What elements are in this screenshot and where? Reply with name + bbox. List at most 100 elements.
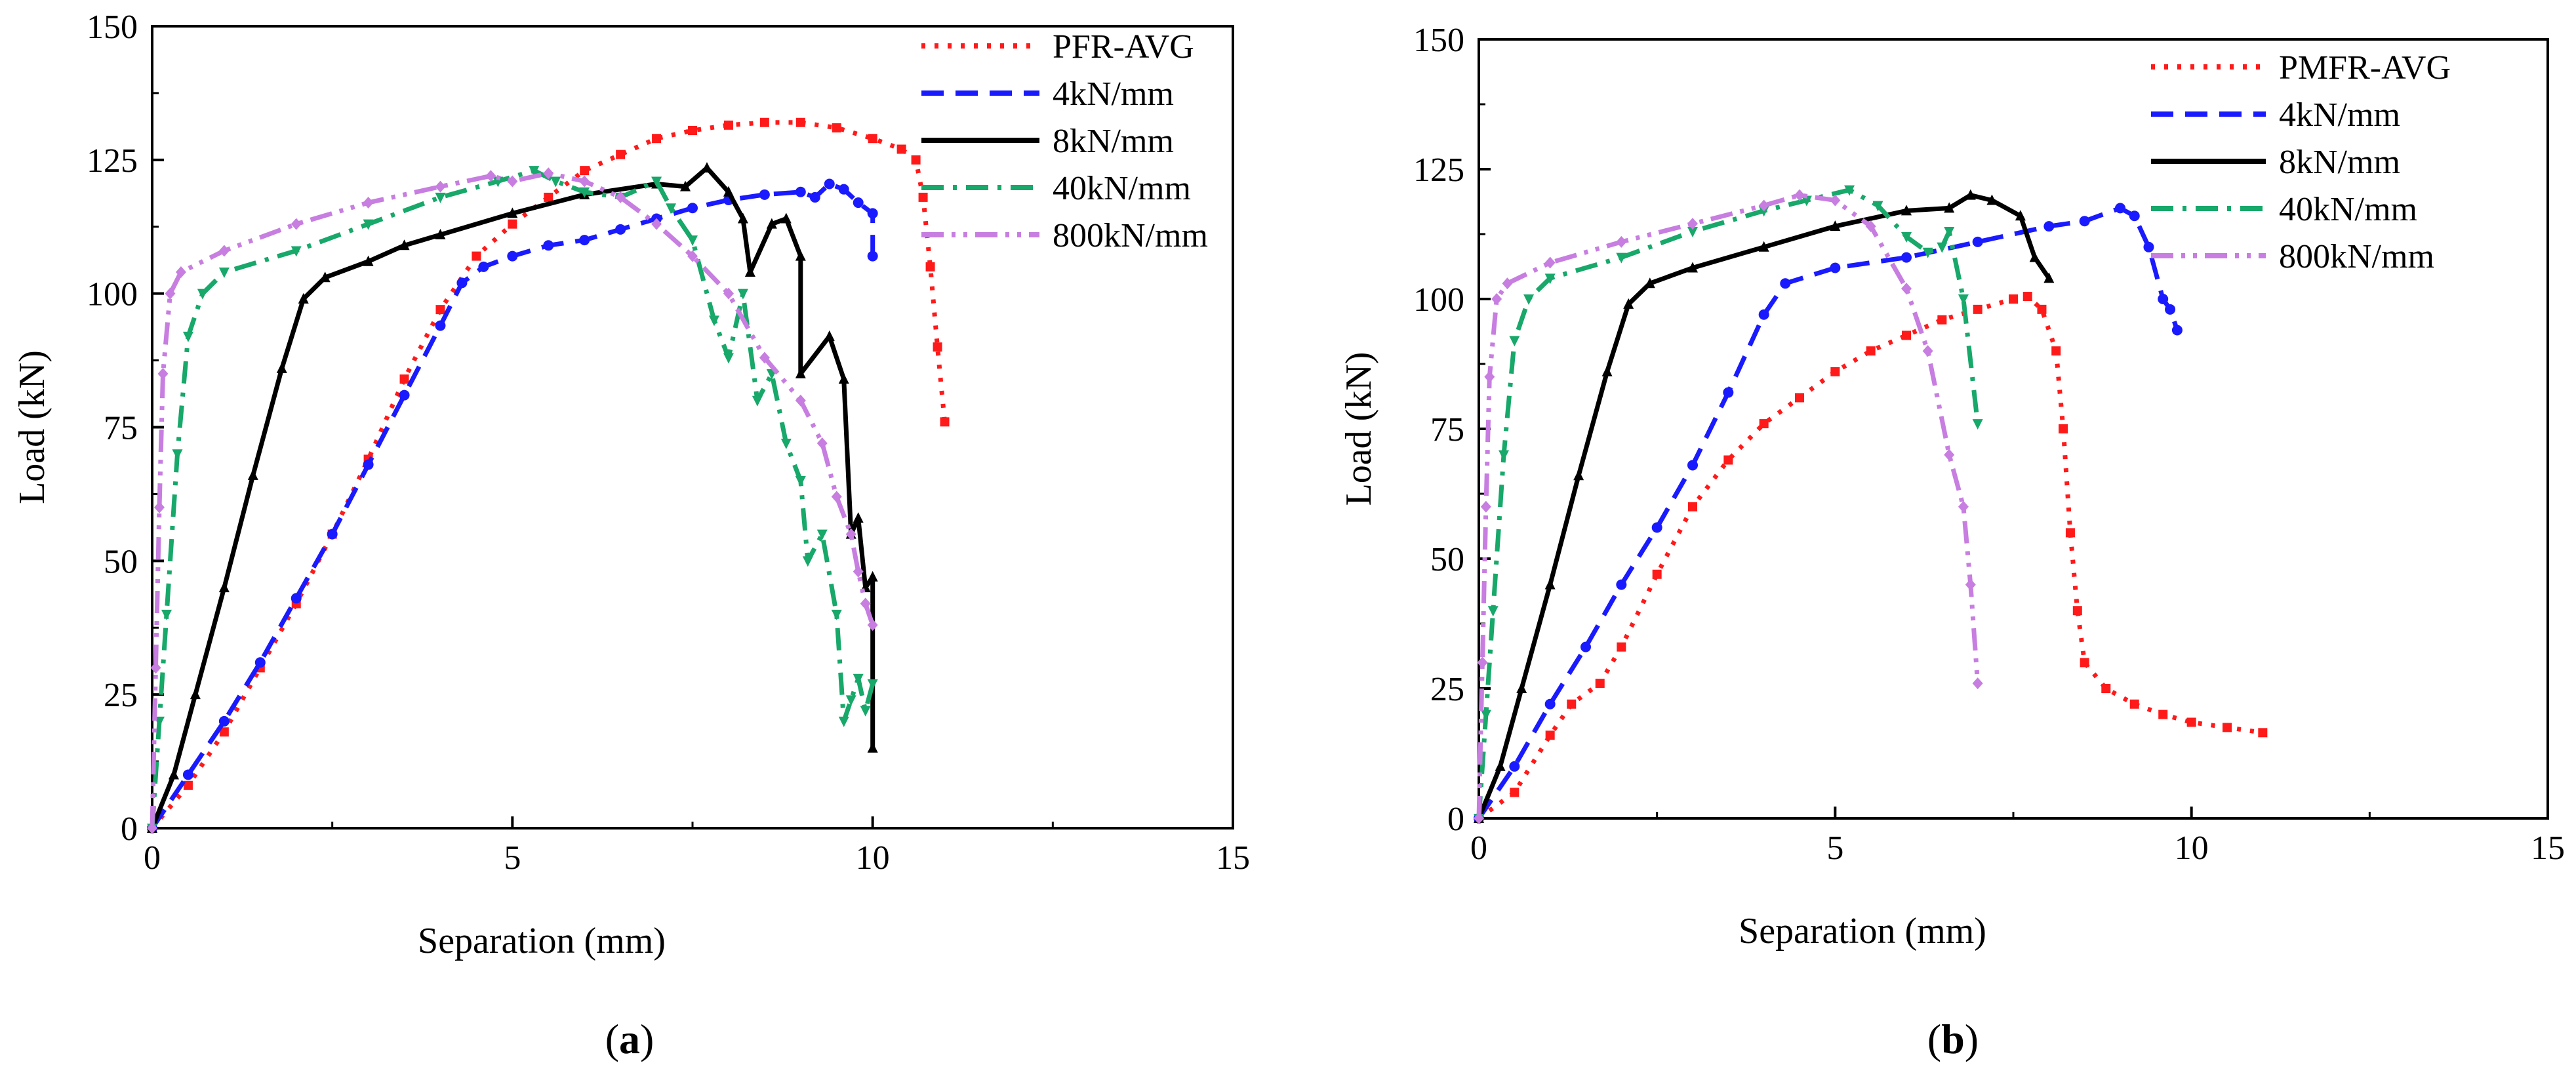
y-tick-label: 25 [104,677,138,714]
data-point-40kn-mm [737,289,748,300]
series-pmfr-avg [1474,292,2268,823]
data-point-8kn-mm [2015,210,2026,221]
data-point-40kn-mm [816,529,828,540]
data-point-pfr-avg [911,155,921,165]
data-point-800kn-mm [860,597,871,610]
legend: PFR-AVG 4kN/mm 8kN/mm 40kN/mm 800kN/mm [921,28,1208,254]
data-point-8kn-mm [838,373,849,384]
x-tick-label: 10 [856,839,890,877]
data-point-pmfr-avg [2065,528,2075,538]
series-4kn-mm [1474,203,2183,824]
y-tick-label: 100 [1413,281,1464,319]
data-point-pmfr-avg [2101,684,2111,693]
data-point-8kn-mm [737,212,748,224]
data-point-pmfr-avg [1545,730,1555,740]
legend-label: 800kN/mm [1053,217,1208,254]
data-point-4kn-mm [1723,387,1734,398]
data-point-4kn-mm [615,224,626,235]
data-point-800kn-mm [1502,277,1513,290]
data-point-4kn-mm [1758,309,1769,320]
data-point-40kn-mm [1801,195,1812,207]
x-tick-label: 15 [1216,839,1250,877]
data-point-pfr-avg [759,117,769,127]
series-40kn-mm [147,166,878,834]
data-point-800kn-mm [831,490,842,503]
data-point-40kn-mm [493,176,504,188]
y-axis-title: Load (kN) [12,350,52,504]
data-point-40kn-mm [1499,450,1510,461]
data-point-pmfr-avg [1902,330,1911,340]
data-point-8kn-mm [1623,298,1634,309]
y-axis-title: Load (kN) [1338,352,1379,506]
data-point-4kn-mm [809,191,820,203]
data-point-8kn-mm [780,212,792,224]
data-point-800kn-mm [1687,218,1698,230]
data-point-8kn-mm [247,469,258,480]
data-point-pfr-avg [918,192,928,202]
data-point-pmfr-avg [1652,569,1662,579]
data-point-40kn-mm [831,609,842,620]
data-point-800kn-mm [435,180,446,193]
data-point-40kn-mm [550,176,561,188]
data-point-pmfr-avg [2223,723,2232,732]
data-point-40kn-mm [687,235,698,247]
data-point-4kn-mm [1509,761,1520,772]
data-point-pmfr-avg [1830,367,1840,376]
data-point-40kn-mm [1944,227,1955,238]
data-point-8kn-mm [2043,272,2055,283]
data-point-800kn-mm [363,197,374,209]
x-tick-label: 15 [2531,830,2565,867]
data-point-4kn-mm [1830,262,1841,273]
data-point-4kn-mm [838,184,849,195]
data-point-40kn-mm [161,609,172,620]
data-point-8kn-mm [190,689,201,700]
data-point-4kn-mm [867,250,878,262]
data-point-8kn-mm [363,255,374,266]
legend: PMFR-AVG 4kN/mm 8kN/mm 40kN/mm 800kN/mm [2151,49,2451,275]
data-point-800kn-mm [175,266,186,279]
data-point-800kn-mm [1616,235,1627,248]
y-tick-label: 25 [1430,671,1464,708]
data-point-4kn-mm [2129,210,2140,222]
data-point-4kn-mm [1687,460,1698,471]
data-point-pfr-avg [399,374,409,384]
data-point-800kn-mm [1958,500,1969,513]
data-point-pfr-avg [795,117,805,127]
data-point-8kn-mm [795,367,806,378]
data-point-40kn-mm [1844,185,1855,196]
data-point-4kn-mm [2115,203,2125,214]
data-point-800kn-mm [651,218,662,230]
data-point-pmfr-avg [1688,502,1697,511]
data-point-4kn-mm [327,529,338,540]
data-point-pfr-avg [688,125,697,135]
data-point-40kn-mm [802,556,813,567]
series-line-8kn-mm [150,165,875,830]
data-point-8kn-mm [1901,205,1912,216]
data-point-8kn-mm [168,769,179,780]
x-tick-label: 10 [2175,830,2209,867]
data-point-800kn-mm [157,367,169,380]
data-point-pmfr-avg [1759,419,1769,429]
legend-label: 8kN/mm [1053,123,1174,160]
data-point-800kn-mm [543,167,554,180]
x-axis-title: Separation (mm) [418,921,666,961]
x-tick-label: 0 [144,839,161,877]
data-point-pmfr-avg [1723,455,1733,465]
data-point-8kn-mm [399,239,410,250]
data-point-8kn-mm [218,582,230,593]
data-point-40kn-mm [1972,419,1983,430]
data-point-pfr-avg [933,342,942,352]
data-point-800kn-mm [1491,293,1502,305]
data-point-4kn-mm [759,189,770,200]
data-point-800kn-mm [1965,578,1976,591]
data-point-800kn-mm [218,245,230,257]
data-point-4kn-mm [1544,698,1556,710]
data-point-800kn-mm [147,822,157,834]
data-point-8kn-mm [1944,202,1955,213]
data-point-4kn-mm [795,186,806,197]
data-point-pmfr-avg [2037,304,2047,314]
data-point-40kn-mm [666,203,677,214]
data-point-8kn-mm [1965,189,1976,200]
data-point-4kn-mm [1972,236,1983,247]
data-point-4kn-mm [543,240,554,251]
